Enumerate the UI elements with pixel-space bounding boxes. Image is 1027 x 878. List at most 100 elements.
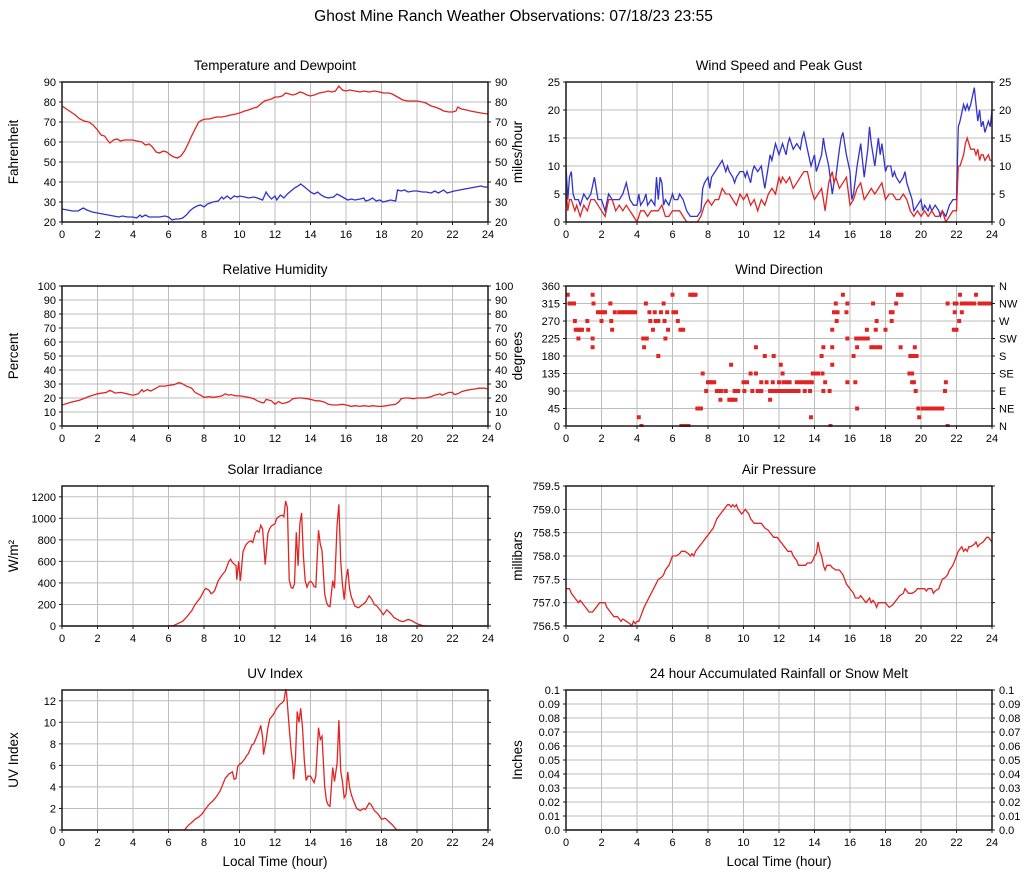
svg-text:8: 8 [201, 837, 207, 849]
svg-text:22: 22 [950, 433, 962, 445]
svg-text:0: 0 [563, 633, 569, 645]
svg-text:4: 4 [130, 433, 136, 445]
svg-text:Local Time (hour): Local Time (hour) [222, 854, 327, 869]
svg-text:0: 0 [59, 837, 65, 849]
svg-text:14: 14 [304, 433, 316, 445]
svg-text:15: 15 [548, 133, 560, 145]
svg-text:6: 6 [669, 633, 675, 645]
svg-text:Air Pressure: Air Pressure [742, 462, 816, 477]
svg-text:2: 2 [94, 633, 100, 645]
svg-text:100: 100 [38, 281, 56, 293]
svg-text:10: 10 [737, 229, 749, 241]
svg-text:20: 20 [411, 837, 423, 849]
svg-text:N: N [999, 281, 1007, 293]
svg-text:8: 8 [201, 633, 207, 645]
svg-text:90: 90 [495, 295, 507, 307]
svg-text:Relative Humidity: Relative Humidity [222, 262, 327, 277]
svg-text:90: 90 [495, 77, 507, 89]
svg-text:40: 40 [495, 365, 507, 377]
svg-text:2: 2 [598, 837, 604, 849]
svg-text:225: 225 [542, 334, 560, 346]
svg-text:12: 12 [773, 633, 785, 645]
svg-text:14: 14 [304, 633, 316, 645]
svg-text:0.07: 0.07 [539, 727, 560, 739]
svg-text:20: 20 [44, 393, 56, 405]
svg-text:10: 10 [233, 633, 245, 645]
svg-text:200: 200 [38, 599, 56, 611]
svg-text:18: 18 [879, 433, 891, 445]
svg-text:14: 14 [304, 837, 316, 849]
svg-text:80: 80 [44, 97, 56, 109]
svg-text:2: 2 [598, 633, 604, 645]
svg-text:20: 20 [411, 229, 423, 241]
svg-text:16: 16 [340, 433, 352, 445]
svg-text:0.05: 0.05 [539, 755, 560, 767]
svg-text:18: 18 [879, 633, 891, 645]
svg-text:0.06: 0.06 [999, 741, 1020, 753]
svg-text:18: 18 [375, 433, 387, 445]
svg-text:10: 10 [737, 837, 749, 849]
svg-text:4: 4 [634, 837, 640, 849]
svg-text:0.02: 0.02 [539, 797, 560, 809]
chart-wind-direction: 0 N 45 NE 90 E 135 SE 180 S 225 SW 270 W 315 NW 360 N 0 2 4 6… [506, 252, 1027, 457]
svg-text:24: 24 [986, 633, 998, 645]
svg-text:180: 180 [542, 351, 560, 363]
svg-text:Solar Irradiance: Solar Irradiance [227, 462, 322, 477]
svg-text:22: 22 [446, 837, 458, 849]
svg-text:0.07: 0.07 [999, 727, 1020, 739]
svg-text:90: 90 [548, 386, 560, 398]
svg-text:22: 22 [950, 229, 962, 241]
svg-text:Wind Speed and Peak Gust: Wind Speed and Peak Gust [696, 58, 863, 73]
svg-text:20: 20 [411, 433, 423, 445]
svg-text:757.5: 757.5 [532, 574, 560, 586]
chart-uv-index: 0 2 4 6 8 10 12 0 2 4 6 8 10 12 14 16 18 20 22 24 UV Index UV… [2, 656, 532, 877]
svg-text:0.0: 0.0 [999, 825, 1014, 837]
svg-text:60: 60 [495, 337, 507, 349]
svg-text:0: 0 [59, 433, 65, 445]
svg-text:0.03: 0.03 [999, 783, 1020, 795]
svg-text:12: 12 [44, 696, 56, 708]
svg-text:E: E [999, 386, 1006, 398]
svg-text:10: 10 [233, 229, 245, 241]
svg-text:18: 18 [879, 837, 891, 849]
chart-solar-irradiance: 0 200 400 600 800 1000 1200 0 2 4 6 8 10 12 14 16 18 20 22… [2, 452, 532, 657]
svg-text:10: 10 [737, 433, 749, 445]
svg-text:15: 15 [999, 133, 1011, 145]
svg-text:24: 24 [482, 837, 494, 849]
svg-text:30: 30 [44, 379, 56, 391]
svg-text:758.0: 758.0 [532, 551, 560, 563]
chart-relative-humidity: 0 0 10 10 20 20 30 30 40 40 50 50 60 60 70 70 80 80 90 90 10… [2, 252, 532, 457]
svg-text:22: 22 [950, 837, 962, 849]
svg-text:756.5: 756.5 [532, 621, 560, 633]
svg-text:10: 10 [548, 161, 560, 173]
svg-text:25: 25 [548, 77, 560, 89]
chart-air-pressure: 756.5 757.0 757.5 758.0 758.5 759.0 759.5 0 2 4 6 8… [506, 452, 1027, 657]
svg-text:0: 0 [59, 633, 65, 645]
svg-text:20: 20 [915, 837, 927, 849]
svg-text:NW: NW [999, 299, 1018, 311]
svg-text:14: 14 [808, 433, 820, 445]
svg-text:12: 12 [269, 837, 281, 849]
svg-text:0.08: 0.08 [999, 713, 1020, 725]
rainfall-svg: 0.0 0.0 0.01 0.01 0.02 0.02 0.03 0.03 0.04 0.04 0.… [510, 666, 1020, 869]
svg-text:millibars: millibars [510, 531, 525, 581]
svg-text:SW: SW [999, 334, 1017, 346]
svg-text:SE: SE [999, 369, 1014, 381]
svg-text:8: 8 [705, 837, 711, 849]
svg-text:24: 24 [482, 229, 494, 241]
svg-text:8: 8 [201, 433, 207, 445]
svg-text:22: 22 [446, 633, 458, 645]
svg-text:40: 40 [44, 177, 56, 189]
svg-text:miles/hour: miles/hour [510, 120, 525, 183]
svg-text:24: 24 [482, 433, 494, 445]
svg-text:24: 24 [986, 229, 998, 241]
svg-text:Inches: Inches [510, 740, 525, 780]
svg-text:2: 2 [598, 433, 604, 445]
svg-text:12: 12 [773, 229, 785, 241]
svg-text:W: W [999, 316, 1010, 328]
svg-text:90: 90 [44, 295, 56, 307]
